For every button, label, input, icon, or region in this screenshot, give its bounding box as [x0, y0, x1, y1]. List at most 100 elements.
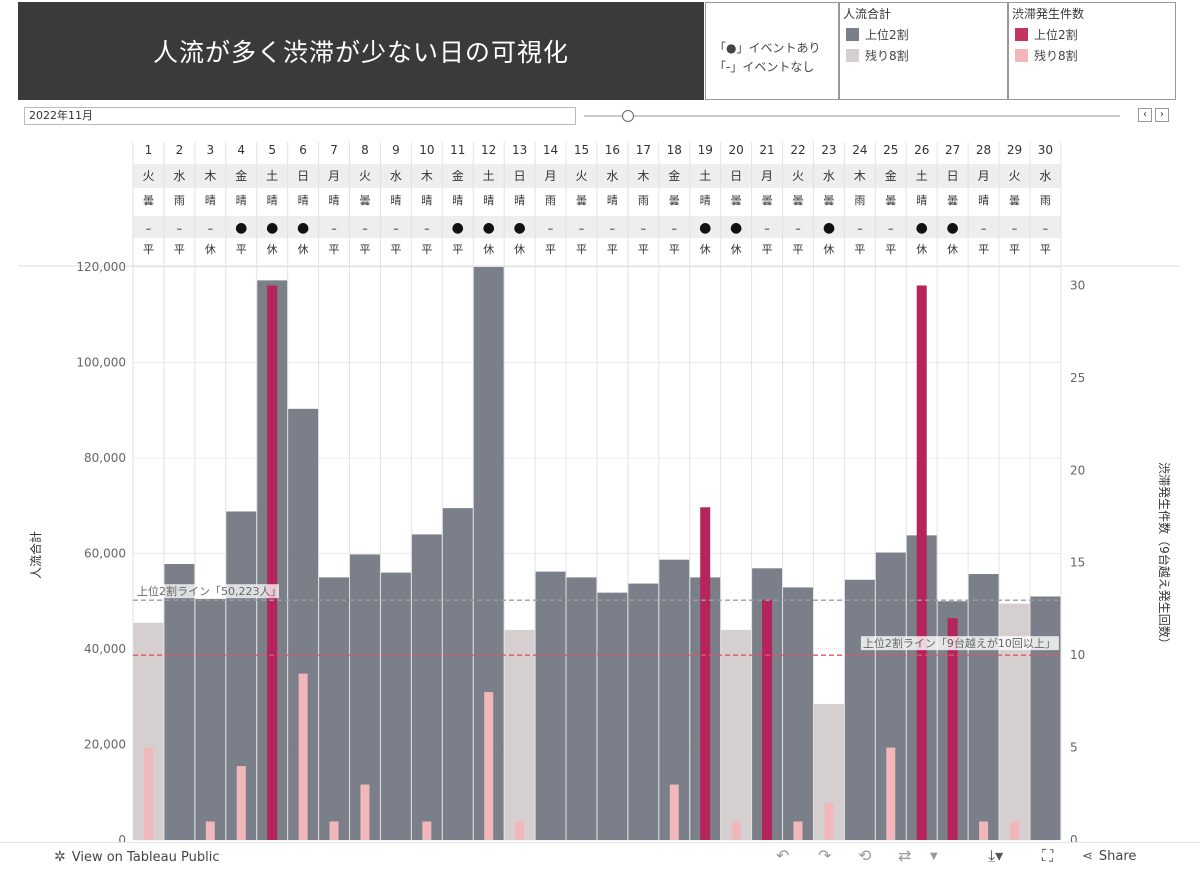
- revert-icon[interactable]: ⟲: [858, 846, 872, 865]
- day-type-label: 平: [390, 243, 401, 256]
- event-marker: ●: [514, 220, 526, 236]
- weekday-label: 土: [699, 169, 711, 183]
- day-type-label: 休: [298, 243, 309, 256]
- weekday-label: 火: [1008, 169, 1020, 183]
- weekday-label: 月: [545, 169, 557, 183]
- y2-tick-label: 25: [1070, 371, 1085, 385]
- prev-month-button[interactable]: ‹: [1138, 108, 1152, 122]
- weather-label: 晴: [329, 194, 340, 207]
- people-legend-top-label: 上位2割: [865, 28, 909, 42]
- y2-tick-label: 30: [1070, 278, 1085, 292]
- day-number-label: 19: [698, 143, 713, 157]
- day-type-label: 平: [1040, 243, 1051, 256]
- traffic-bar: [422, 821, 432, 840]
- event-marker: –: [888, 222, 894, 235]
- day-number-label: 7: [330, 143, 338, 157]
- dashboard-title-block: 人流が多く渋滞が少ない日の可視化: [18, 2, 704, 100]
- weekday-label: 火: [792, 169, 804, 183]
- traffic-bar: [886, 747, 896, 840]
- share-button[interactable]: ⋖ Share: [1082, 849, 1136, 864]
- next-month-button[interactable]: ›: [1155, 108, 1169, 122]
- event-marker: –: [393, 222, 399, 235]
- download-icon[interactable]: ⤓▾: [988, 846, 1004, 865]
- day-number-label: 26: [914, 143, 929, 157]
- day-number-label: 6: [299, 143, 307, 157]
- y-tick-label: 40,000: [84, 642, 126, 656]
- view-on-tableau-link[interactable]: ✲ View on Tableau Public: [54, 849, 219, 865]
- redo-icon[interactable]: ↷: [818, 846, 832, 865]
- weather-label: 晴: [452, 194, 463, 207]
- day-number-label: 13: [512, 143, 527, 157]
- day-type-label: 休: [514, 243, 525, 256]
- day-number-label: 18: [667, 143, 682, 157]
- traffic-top-swatch: [1015, 28, 1028, 41]
- event-marker: ●: [823, 220, 835, 236]
- people-bar: [1030, 596, 1061, 840]
- event-marker: ●: [266, 220, 278, 236]
- traffic-legend-rest[interactable]: 残り8割: [1015, 47, 1078, 64]
- event-marker: ●: [235, 220, 247, 236]
- month-filter-field[interactable]: 2022年11月: [24, 107, 576, 125]
- day-type-label: 平: [174, 243, 185, 256]
- daily-chart: 1 火曇 – 平 2 水雨 – 平 3 木晴 – 休 4 金晴 ● 平 5 土晴 ● 休 6 日晴 ● 休 7 月晴 – 平 8 火曇 – 平…: [18, 142, 1180, 842]
- month-slider-track[interactable]: [584, 115, 1120, 117]
- day-number-label: 8: [361, 143, 369, 157]
- day-number-label: 11: [450, 143, 465, 157]
- day-type-label: 平: [885, 243, 896, 256]
- event-marker: ●: [699, 220, 711, 236]
- share-icon: ⋖: [1082, 849, 1093, 864]
- event-marker: ●: [452, 220, 464, 236]
- day-type-label: 休: [700, 243, 711, 256]
- weekday-label: 木: [204, 169, 216, 183]
- traffic-bar: [329, 821, 339, 840]
- people-bar: [411, 534, 442, 840]
- people-legend-rest[interactable]: 残り8割: [846, 47, 909, 64]
- people-bar: [442, 508, 473, 840]
- day-type-label: 休: [916, 243, 927, 256]
- day-number-label: 15: [574, 143, 589, 157]
- traffic-reference-label-bg: [860, 636, 1059, 651]
- refresh-icon[interactable]: ⇄: [898, 846, 912, 865]
- traffic-bar: [205, 821, 215, 840]
- event-marker: –: [857, 222, 863, 235]
- weekday-label: 火: [142, 169, 154, 183]
- day-number-label: 14: [543, 143, 558, 157]
- event-marker: ●: [916, 220, 928, 236]
- event-marker: –: [764, 222, 770, 235]
- y2-tick-label: 20: [1070, 463, 1085, 477]
- traffic-legend-title: 渋滞発生件数: [1012, 7, 1085, 21]
- people-bar: [195, 598, 226, 840]
- event-legend-with: 「●」イベントあり: [714, 41, 821, 55]
- event-marker: –: [672, 222, 678, 235]
- event-marker: –: [1043, 222, 1049, 235]
- weekday-label: 日: [514, 169, 526, 183]
- y2-tick-label: 15: [1070, 556, 1085, 570]
- people-legend-top[interactable]: 上位2割: [846, 26, 909, 43]
- day-number-label: 5: [268, 143, 276, 157]
- weather-label: 曇: [143, 194, 154, 207]
- weekday-label: 金: [452, 168, 464, 183]
- people-legend[interactable]: 人流合計 上位2割 残り8割: [839, 2, 1008, 100]
- traffic-bar: [1010, 821, 1020, 840]
- weather-label: 曇: [576, 194, 587, 207]
- traffic-legend[interactable]: 渋滞発生件数 上位2割 残り8割: [1008, 2, 1176, 100]
- pause-dropdown-icon[interactable]: ▼: [930, 851, 938, 862]
- traffic-bar: [793, 821, 803, 840]
- traffic-legend-top[interactable]: 上位2割: [1015, 26, 1078, 43]
- people-bar: [844, 579, 875, 840]
- month-slider-handle[interactable]: [622, 110, 634, 122]
- fullscreen-icon[interactable]: ⛶: [1042, 846, 1054, 865]
- y-tick-label: 0: [118, 833, 126, 842]
- view-on-tableau-label: View on Tableau Public: [71, 849, 220, 865]
- day-number-label: 2: [176, 143, 184, 157]
- traffic-bar: [267, 285, 278, 840]
- weather-label: 晴: [421, 194, 432, 207]
- day-type-label: 休: [267, 243, 278, 256]
- day-number-label: 22: [790, 143, 805, 157]
- people-bar: [535, 571, 566, 840]
- weekday-label: 月: [978, 169, 990, 183]
- undo-icon[interactable]: ↶: [776, 846, 790, 865]
- weekday-label: 木: [421, 169, 433, 183]
- weather-label: 曇: [359, 194, 370, 207]
- event-marker: –: [548, 222, 554, 235]
